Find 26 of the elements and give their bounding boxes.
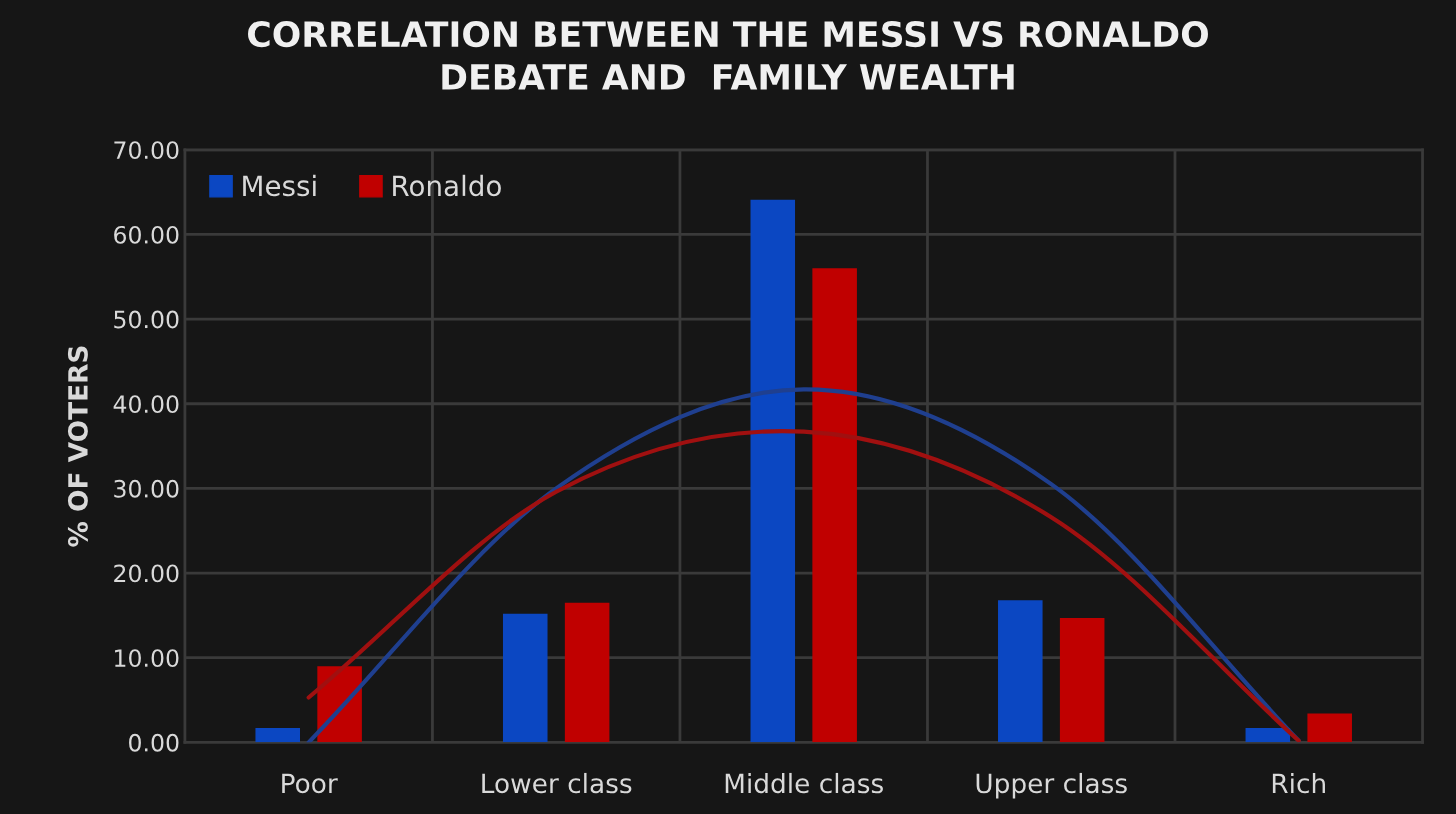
y-tick-label: 20.00 — [114, 564, 179, 583]
y-tick-label: 40.00 — [113, 395, 179, 414]
bar — [750, 199, 796, 743]
x-tick-label: Middle class — [725, 772, 883, 794]
bar — [998, 600, 1043, 743]
y-tick-label: 30.00 — [114, 479, 179, 498]
bar — [564, 602, 610, 743]
bar — [812, 268, 857, 743]
bar — [1307, 713, 1352, 743]
x-tick-label: Poor — [282, 773, 338, 794]
bar — [1059, 617, 1105, 743]
y-tick-label: 50.00 — [114, 310, 179, 329]
y-tick-label: 60.00 — [114, 225, 179, 244]
legend-label: Ronaldo — [393, 174, 501, 197]
y-tick-label: 70.00 — [114, 141, 179, 160]
x-tick-label: Rich — [1272, 772, 1325, 794]
y-tick-label: 0.00 — [129, 733, 179, 752]
bar — [255, 727, 301, 743]
bar — [1245, 727, 1291, 743]
y-tick-label: 10.00 — [115, 649, 179, 668]
legend-label: Messi — [243, 174, 316, 197]
y-axis-title: % OF VOTERS — [67, 346, 88, 547]
x-tick-label: Upper class — [976, 772, 1127, 799]
chart-title: CORRELATION BETWEEN THE MESSI VS RONALDO DEBATE AND FAMILY WEALTH — [248, 20, 1208, 90]
x-tick-label: Lower class — [482, 772, 632, 794]
bar — [502, 613, 548, 743]
